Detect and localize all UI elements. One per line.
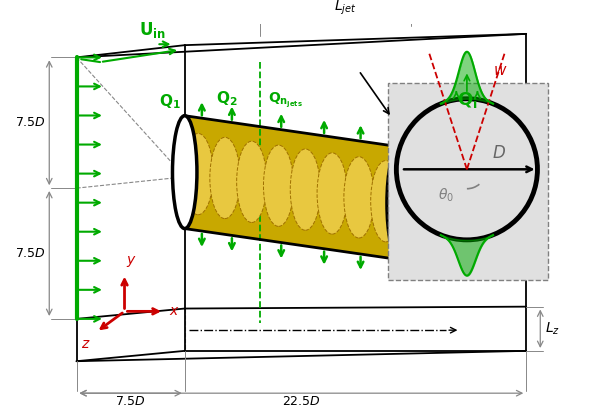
Ellipse shape bbox=[387, 147, 411, 260]
Bar bbox=[388, 83, 548, 280]
Ellipse shape bbox=[371, 161, 401, 242]
Text: $\mathbf{U_{in}}$: $\mathbf{U_{in}}$ bbox=[139, 21, 166, 40]
Polygon shape bbox=[185, 116, 399, 260]
Ellipse shape bbox=[183, 133, 213, 215]
Text: $D$: $D$ bbox=[491, 144, 506, 162]
Text: $7.5D$: $7.5D$ bbox=[115, 395, 146, 408]
Text: $L_z$: $L_z$ bbox=[545, 321, 560, 337]
Ellipse shape bbox=[344, 157, 374, 238]
Text: $\mathbf{Q_i}$: $\mathbf{Q_i}$ bbox=[456, 90, 477, 110]
Ellipse shape bbox=[172, 116, 197, 229]
Text: $\theta_0$: $\theta_0$ bbox=[438, 186, 454, 204]
Text: $\mathbf{Q_{n_{jets}}}$: $\mathbf{Q_{n_{jets}}}$ bbox=[269, 90, 303, 109]
Text: $L_{jet}$: $L_{jet}$ bbox=[334, 0, 356, 17]
Polygon shape bbox=[76, 351, 526, 361]
Ellipse shape bbox=[210, 137, 240, 219]
Text: $\mathbf{Q_2}$: $\mathbf{Q_2}$ bbox=[217, 90, 238, 108]
Text: $\mathbf{Q_1}$: $\mathbf{Q_1}$ bbox=[159, 92, 181, 111]
Text: $7.5D$: $7.5D$ bbox=[15, 116, 46, 129]
Ellipse shape bbox=[263, 145, 294, 226]
Text: $y$: $y$ bbox=[127, 254, 137, 269]
Text: $w$: $w$ bbox=[493, 63, 508, 78]
Text: $x$: $x$ bbox=[169, 304, 179, 318]
Ellipse shape bbox=[237, 141, 267, 222]
Polygon shape bbox=[76, 34, 526, 57]
Ellipse shape bbox=[290, 149, 320, 230]
Polygon shape bbox=[185, 34, 526, 309]
Text: $z$: $z$ bbox=[81, 337, 91, 351]
Ellipse shape bbox=[317, 153, 348, 234]
Text: $22.5D$: $22.5D$ bbox=[282, 395, 321, 408]
Polygon shape bbox=[76, 45, 185, 319]
Text: $7.5D$: $7.5D$ bbox=[15, 247, 46, 260]
